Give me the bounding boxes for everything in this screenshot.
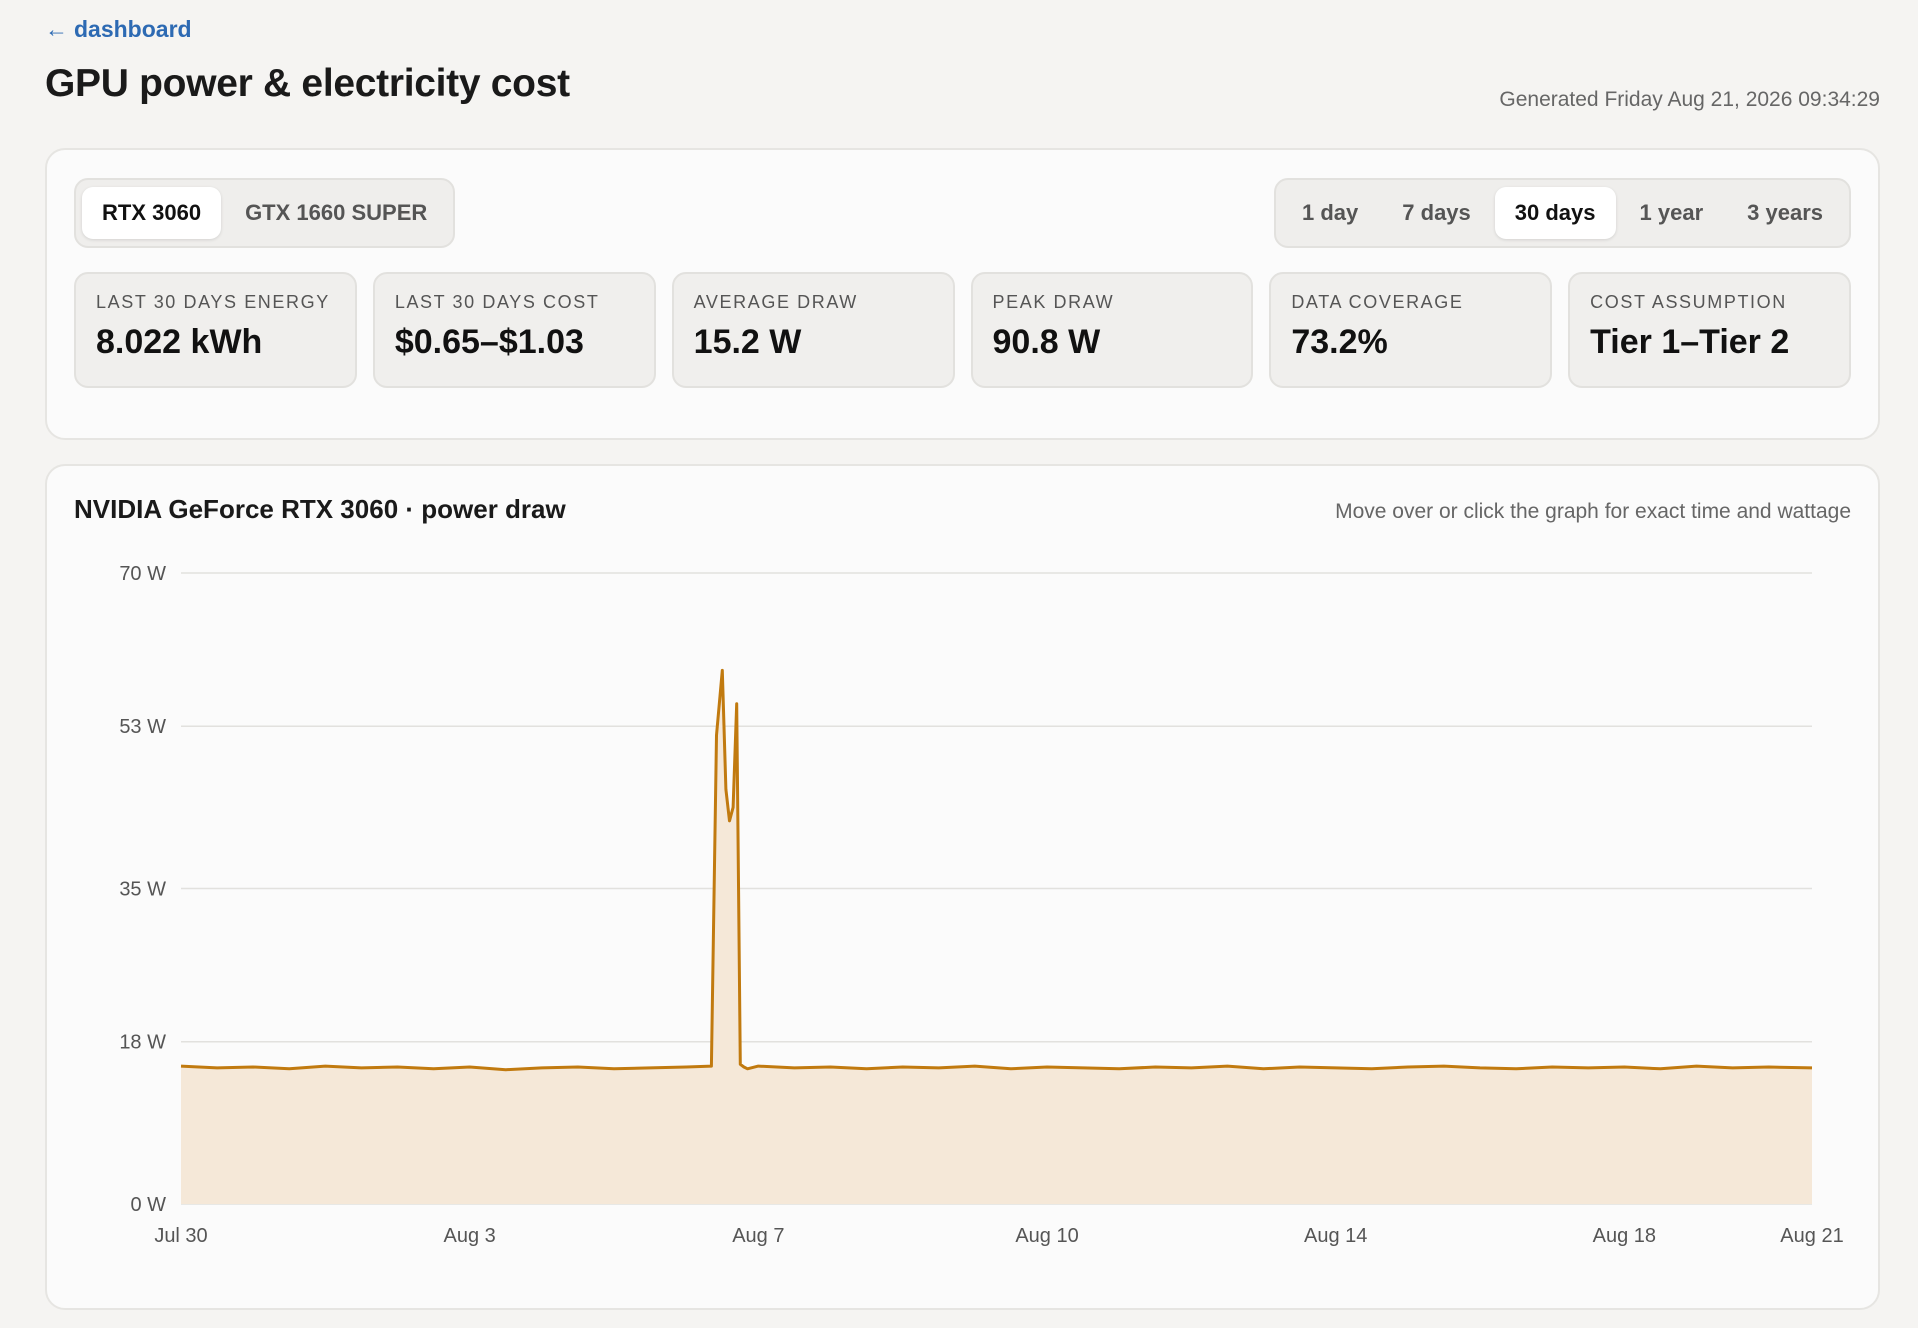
- range-tab-7-days[interactable]: 7 days: [1382, 187, 1491, 239]
- stat-energy-label: LAST 30 DAYS ENERGY: [96, 292, 330, 312]
- stats-row: LAST 30 DAYS ENERGY 8.022 kWh LAST 30 DA…: [74, 272, 1851, 388]
- stat-cost: LAST 30 DAYS COST $0.65–$1.03: [372, 272, 656, 388]
- x-tick-label: Aug 18: [1593, 1225, 1656, 1247]
- stat-peak-draw-label: PEAK DRAW: [992, 292, 1115, 312]
- range-tab-1-year[interactable]: 1 year: [1620, 187, 1724, 239]
- range-tab-3-years[interactable]: 3 years: [1727, 187, 1843, 239]
- stat-energy-value: 8.022 kWh: [96, 323, 263, 361]
- stat-cost-label: LAST 30 DAYS COST: [394, 292, 600, 312]
- x-tick-label: Aug 14: [1304, 1225, 1367, 1247]
- chart-card: NVIDIA GeForce RTX 3060 · power draw Mov…: [45, 464, 1880, 1310]
- stat-average-draw: AVERAGE DRAW 15.2 W: [671, 272, 955, 388]
- page-title: GPU power & electricity cost: [45, 62, 570, 105]
- stat-cost-assumption-value: Tier 1–Tier 2: [1590, 323, 1790, 361]
- gpu-tab-gtx-1660-super[interactable]: GTX 1660 SUPER: [225, 187, 447, 239]
- back-to-dashboard-link[interactable]: ← dashboard: [45, 16, 192, 43]
- stat-average-draw-label: AVERAGE DRAW: [693, 292, 858, 312]
- stat-peak-draw-value: 90.8 W: [992, 323, 1101, 361]
- x-tick-label: Aug 3: [444, 1225, 496, 1247]
- power-area-fill: [181, 670, 1812, 1204]
- power-draw-chart[interactable]: 0 W 18 W 35 W 53 W 70 W Jul 30 Aug 3 Aug 7 Aug 1…: [47, 466, 1878, 1308]
- stat-data-coverage-label: DATA COVERAGE: [1291, 292, 1464, 312]
- x-tick-label: Aug 7: [732, 1225, 784, 1247]
- stat-cost-assumption-label: COST ASSUMPTION: [1590, 292, 1787, 312]
- stat-peak-draw: PEAK DRAW 90.8 W: [970, 272, 1254, 388]
- range-tab-1-day[interactable]: 1 day: [1282, 187, 1378, 239]
- y-tick-label: 0 W: [130, 1194, 166, 1216]
- stat-energy: LAST 30 DAYS ENERGY 8.022 kWh: [74, 272, 357, 388]
- chart-hint: Move over or click the graph for exact t…: [1335, 500, 1851, 523]
- y-tick-label: 35 W: [119, 879, 166, 901]
- generated-timestamp: Generated Friday Aug 21, 2026 09:34:29: [1499, 88, 1880, 111]
- time-range-selector: 1 day 7 days 30 days 1 year 3 years: [1274, 178, 1851, 248]
- range-tab-30-days[interactable]: 30 days: [1494, 187, 1616, 239]
- y-tick-label: 18 W: [119, 1032, 166, 1054]
- stat-cost-assumption: COST ASSUMPTION Tier 1–Tier 2: [1568, 272, 1851, 388]
- x-tick-label: Aug 10: [1015, 1225, 1078, 1247]
- chart-title: NVIDIA GeForce RTX 3060 · power draw: [74, 494, 566, 524]
- gpu-selector: RTX 3060 GTX 1660 SUPER: [74, 178, 456, 248]
- stat-data-coverage: DATA COVERAGE 73.2%: [1269, 272, 1553, 388]
- stat-data-coverage-value: 73.2%: [1291, 323, 1388, 361]
- arrow-left-icon: ←: [45, 16, 68, 42]
- stat-average-draw-value: 15.2 W: [693, 323, 802, 361]
- y-tick-label: 70 W: [119, 563, 166, 585]
- summary-card: RTX 3060 GTX 1660 SUPER 1 day 7 days 30 …: [45, 148, 1880, 440]
- back-link-label: dashboard: [74, 16, 192, 42]
- stat-cost-value: $0.65–$1.03: [394, 323, 584, 361]
- y-tick-label: 53 W: [119, 716, 166, 738]
- x-tick-label: Aug 21: [1780, 1225, 1843, 1247]
- power-draw-line: [180, 668, 1813, 1072]
- gpu-tab-rtx-3060[interactable]: RTX 3060: [82, 187, 222, 239]
- x-tick-label: Jul 30: [154, 1225, 207, 1247]
